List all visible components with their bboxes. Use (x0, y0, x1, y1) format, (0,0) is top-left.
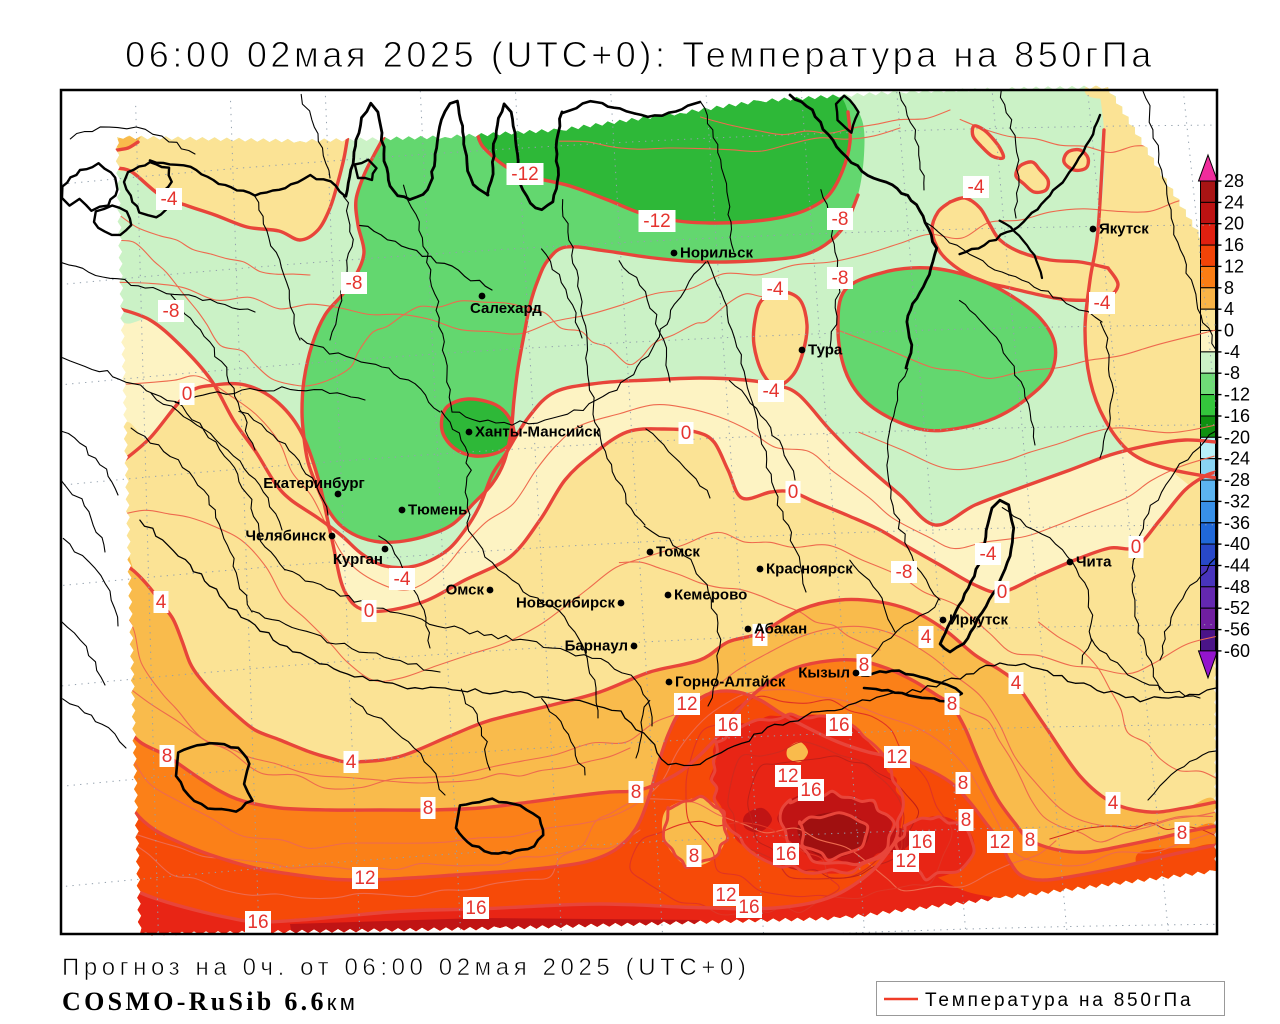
svg-text:-16: -16 (1224, 406, 1250, 426)
svg-text:-48: -48 (1224, 577, 1250, 597)
svg-text:-4: -4 (980, 544, 997, 565)
svg-text:16: 16 (738, 897, 759, 918)
svg-text:-8: -8 (1224, 363, 1240, 383)
svg-text:Абакан: Абакан (754, 621, 807, 638)
svg-text:-20: -20 (1224, 427, 1250, 447)
svg-text:Екатеринбург: Екатеринбург (263, 475, 365, 492)
svg-text:28: 28 (1224, 171, 1244, 191)
svg-text:-8: -8 (346, 273, 363, 294)
svg-text:-4: -4 (394, 569, 411, 590)
svg-text:-4: -4 (767, 279, 784, 300)
svg-text:0: 0 (1131, 537, 1142, 558)
svg-text:Тюмень: Тюмень (408, 502, 467, 519)
svg-text:Кемерово: Кемерово (674, 587, 747, 604)
svg-text:8: 8 (859, 655, 870, 676)
svg-text:4: 4 (346, 752, 357, 773)
svg-text:0: 0 (182, 384, 193, 405)
svg-text:Томск: Томск (656, 544, 700, 561)
svg-text:12: 12 (989, 832, 1010, 853)
svg-text:Новосибирск: Новосибирск (516, 595, 616, 612)
svg-text:-24: -24 (1224, 449, 1250, 469)
svg-text:-28: -28 (1224, 470, 1250, 490)
svg-text:Омск: Омск (446, 582, 485, 599)
svg-text:4: 4 (1011, 673, 1022, 694)
svg-text:Норильск: Норильск (680, 245, 753, 262)
svg-text:0: 0 (788, 482, 799, 503)
svg-text:12: 12 (1224, 256, 1244, 276)
svg-text:16: 16 (775, 844, 796, 865)
svg-text:8: 8 (1224, 278, 1234, 298)
svg-text:8: 8 (423, 798, 434, 819)
svg-text:8: 8 (631, 782, 642, 803)
svg-text:4: 4 (156, 592, 167, 613)
svg-text:-44: -44 (1224, 556, 1250, 576)
svg-text:-60: -60 (1224, 641, 1250, 661)
svg-text:Ханты-Мансийск: Ханты-Мансийск (475, 424, 601, 441)
svg-text:8: 8 (162, 746, 173, 767)
svg-text:8: 8 (1177, 823, 1188, 844)
svg-text:4: 4 (1224, 299, 1234, 319)
svg-text:12: 12 (777, 766, 798, 787)
svg-text:COSMO-RuSib 6.6км: COSMO-RuSib 6.6км (62, 987, 358, 1016)
svg-text:12: 12 (715, 885, 736, 906)
svg-text:Барнаул: Барнаул (565, 638, 628, 655)
svg-text:Прогноз на 0ч. от 06:00 02мая: Прогноз на 0ч. от 06:00 02мая 2025 (UTC+… (62, 954, 751, 981)
svg-text:16: 16 (800, 780, 821, 801)
svg-text:Тура: Тура (808, 342, 843, 359)
svg-text:-12: -12 (643, 211, 670, 232)
svg-text:Курган: Курган (333, 551, 383, 568)
svg-text:Якутск: Якутск (1099, 221, 1149, 238)
svg-text:-4: -4 (161, 189, 178, 210)
svg-text:-40: -40 (1224, 534, 1250, 554)
svg-text:16: 16 (828, 715, 849, 736)
svg-text:-8: -8 (163, 301, 180, 322)
svg-text:16: 16 (717, 715, 738, 736)
svg-text:4: 4 (921, 627, 932, 648)
svg-text:12: 12 (886, 747, 907, 768)
svg-text:-8: -8 (896, 562, 913, 583)
svg-text:-4: -4 (763, 381, 780, 402)
svg-text:24: 24 (1224, 192, 1244, 212)
svg-text:Чита: Чита (1076, 554, 1112, 571)
svg-text:Иркутск: Иркутск (949, 612, 1008, 629)
svg-text:Челябинск: Челябинск (245, 528, 326, 545)
svg-text:-4: -4 (1094, 293, 1111, 314)
svg-text:-52: -52 (1224, 598, 1250, 618)
svg-text:8: 8 (689, 846, 700, 867)
svg-text:16: 16 (465, 898, 486, 919)
svg-text:0: 0 (364, 601, 375, 622)
svg-text:-8: -8 (832, 268, 849, 289)
svg-text:16: 16 (911, 832, 932, 853)
svg-text:16: 16 (247, 912, 268, 933)
svg-text:4: 4 (755, 625, 766, 646)
svg-text:-8: -8 (832, 209, 849, 230)
svg-text:12: 12 (354, 868, 375, 889)
svg-text:0: 0 (681, 423, 692, 444)
svg-text:-56: -56 (1224, 620, 1250, 640)
svg-text:8: 8 (958, 773, 969, 794)
svg-text:-36: -36 (1224, 513, 1250, 533)
svg-text:0: 0 (997, 582, 1008, 603)
svg-text:0: 0 (1224, 321, 1234, 341)
svg-text:Кызыл: Кызыл (798, 665, 850, 682)
svg-text:-4: -4 (1224, 342, 1240, 362)
svg-text:06:00 02мая 2025 (UTC+0): Темп: 06:00 02мая 2025 (UTC+0): Температура на… (125, 34, 1155, 75)
svg-text:8: 8 (961, 810, 972, 831)
svg-text:Красноярск: Красноярск (766, 561, 853, 578)
svg-text:-4: -4 (968, 177, 985, 198)
svg-text:-12: -12 (1224, 385, 1250, 405)
svg-text:8: 8 (947, 694, 958, 715)
svg-text:-12: -12 (511, 164, 538, 185)
svg-text:16: 16 (1224, 235, 1244, 255)
svg-text:8: 8 (1025, 830, 1036, 851)
svg-text:Температура на 850гПа: Температура на 850гПа (925, 990, 1193, 1011)
svg-text:-32: -32 (1224, 491, 1250, 511)
svg-text:12: 12 (676, 694, 697, 715)
svg-text:4: 4 (1108, 793, 1119, 814)
svg-text:Горно-Алтайск: Горно-Алтайск (675, 674, 786, 691)
svg-text:20: 20 (1224, 214, 1244, 234)
svg-text:Салехард: Салехард (470, 300, 542, 317)
svg-text:12: 12 (895, 851, 916, 872)
